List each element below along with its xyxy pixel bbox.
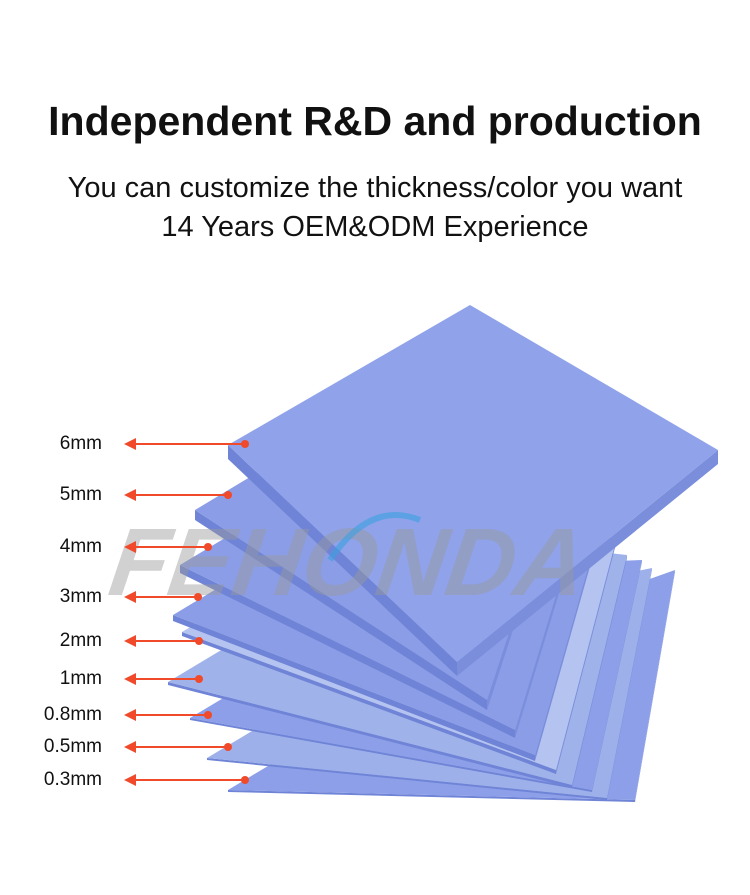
- subtitle-customize: You can customize the thickness/color yo…: [67, 172, 683, 204]
- arrow-dot: [241, 440, 249, 448]
- sheet-edge: [168, 682, 572, 788]
- watermark-logo: FEHONDA: [103, 509, 593, 615]
- arrow-dot: [224, 491, 232, 499]
- sheet-edge: [535, 525, 600, 761]
- thickness-label: 0.3mm: [43, 769, 102, 790]
- arrow-head-icon: [124, 591, 136, 603]
- headline: Independent R&D and production: [48, 98, 702, 144]
- arrow-head-icon: [124, 709, 136, 721]
- sheet-edge: [635, 570, 675, 802]
- arrow-head-icon: [124, 438, 136, 450]
- arrow-dot: [195, 675, 203, 683]
- thermal-pad-sheet: [228, 305, 718, 662]
- thickness-label: 4mm: [59, 536, 102, 557]
- logo-swoosh: [327, 512, 422, 562]
- sheet-edge: [228, 445, 457, 676]
- sheet-edge: [572, 555, 627, 788]
- thickness-label: 6mm: [59, 433, 102, 454]
- arrow-dot: [194, 593, 202, 601]
- sheet-edge: [607, 568, 652, 800]
- thickness-label: 3mm: [59, 586, 102, 607]
- thickness-label: 0.5mm: [43, 736, 102, 757]
- subtitle-experience: 14 Years OEM&ODM Experience: [161, 211, 589, 243]
- arrow-dot: [241, 776, 249, 784]
- sheet-edge: [592, 560, 642, 792]
- thickness-label: 5mm: [59, 484, 102, 505]
- arrow-head-icon: [124, 741, 136, 753]
- arrow-dot: [224, 743, 232, 751]
- sheet-edge: [228, 790, 635, 802]
- sheet-edge: [182, 632, 556, 774]
- arrow-head-icon: [124, 489, 136, 501]
- arrow-head-icon: [124, 635, 136, 647]
- arrow-dot: [204, 711, 212, 719]
- sheet-edge: [207, 758, 607, 800]
- sheet-edge: [180, 565, 515, 738]
- thickness-label: 0.8mm: [43, 704, 102, 725]
- arrow-head-icon: [124, 541, 136, 553]
- sheet-edge: [457, 450, 718, 676]
- arrow-head-icon: [124, 673, 136, 685]
- thickness-label: 2mm: [59, 630, 102, 651]
- sheet-edge: [556, 540, 616, 774]
- sheet-edge: [195, 510, 487, 710]
- sheet-edge: [173, 615, 535, 761]
- thickness-label: 1mm: [59, 668, 102, 689]
- arrow-dot: [195, 637, 203, 645]
- arrow-head-icon: [124, 774, 136, 786]
- arrow-dot: [204, 543, 212, 551]
- sheet-edge: [190, 718, 592, 792]
